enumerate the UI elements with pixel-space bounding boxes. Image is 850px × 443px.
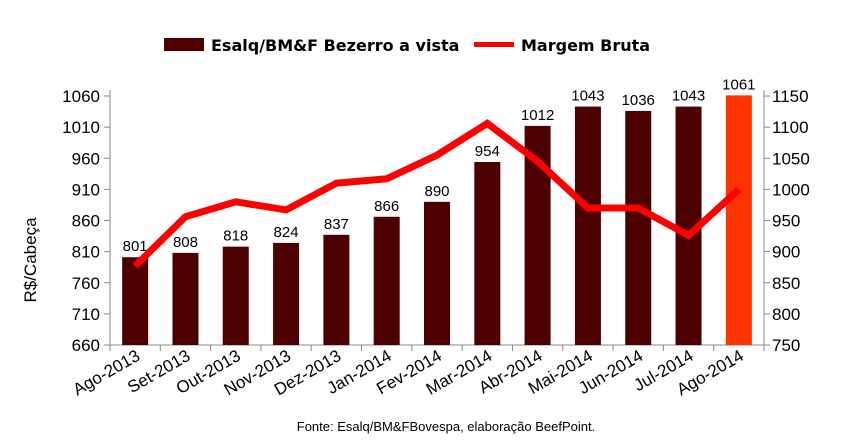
y-tick-label: 860	[72, 212, 100, 231]
bar-data-label: 1012	[521, 107, 554, 124]
y-tick-label: 1060	[62, 87, 100, 106]
bar-data-label: 1043	[571, 88, 604, 105]
bar	[323, 234, 350, 345]
bar-data-label: 890	[424, 183, 449, 200]
legend-swatch-line	[474, 42, 514, 47]
y2-tick-label: 1150	[772, 87, 809, 106]
y-tick-label: 810	[72, 243, 100, 262]
bar-data-label: 1043	[672, 88, 705, 105]
bar-data-label: 1036	[622, 92, 655, 109]
bar	[474, 161, 501, 345]
y2-tick-label: 800	[772, 305, 800, 324]
legend: Esalq/BM&F Bezerro a vista Margem Bruta	[164, 36, 650, 55]
y2-tick-label: 1000	[772, 180, 810, 199]
source-note: Fonte: Esalq/BM&FBovespa, elaboração Bee…	[297, 419, 595, 434]
y2-tick-label: 950	[772, 212, 800, 231]
bar	[373, 216, 400, 345]
y-tick-label: 910	[72, 180, 100, 199]
bar	[725, 95, 752, 345]
y-tick-label: 960	[72, 149, 100, 168]
y-axis-label: R$/Cabeça	[21, 217, 40, 303]
bar	[172, 252, 199, 345]
bar-data-label: 808	[173, 234, 198, 251]
legend-label-line: Margem Bruta	[521, 36, 650, 55]
legend-label-bars: Esalq/BM&F Bezerro a vista	[211, 36, 459, 55]
bar	[222, 246, 249, 345]
bar-data-label: 954	[475, 143, 500, 160]
bar	[574, 106, 601, 346]
y-tick-label: 760	[72, 274, 100, 293]
bar-data-label: 801	[123, 238, 148, 255]
y-tick-label: 710	[72, 305, 100, 324]
bar-data-label: 818	[223, 228, 248, 245]
y-tick-label: 660	[72, 336, 100, 355]
bar-data-label: 837	[324, 216, 349, 233]
bar-data-label: 866	[374, 198, 399, 215]
bar-data-label: 824	[274, 224, 299, 241]
y2-tick-label: 750	[772, 336, 800, 355]
plot-area: 660 710 760 810 860 910 960 1010 1060 750 800 850 90…	[62, 76, 810, 399]
margin-line	[132, 119, 742, 269]
y2-tick-label: 900	[772, 243, 800, 262]
bar	[625, 110, 652, 345]
bar	[122, 257, 149, 345]
bar-data-label: 1061	[722, 76, 755, 93]
bar	[273, 242, 300, 345]
y2-tick-label: 850	[772, 274, 800, 293]
legend-swatch-bars	[164, 38, 204, 51]
bar	[424, 201, 450, 345]
y-tick-label: 1010	[62, 118, 100, 137]
y2-tick-label: 1100	[772, 118, 809, 137]
y2-tick-label: 1050	[772, 149, 810, 168]
